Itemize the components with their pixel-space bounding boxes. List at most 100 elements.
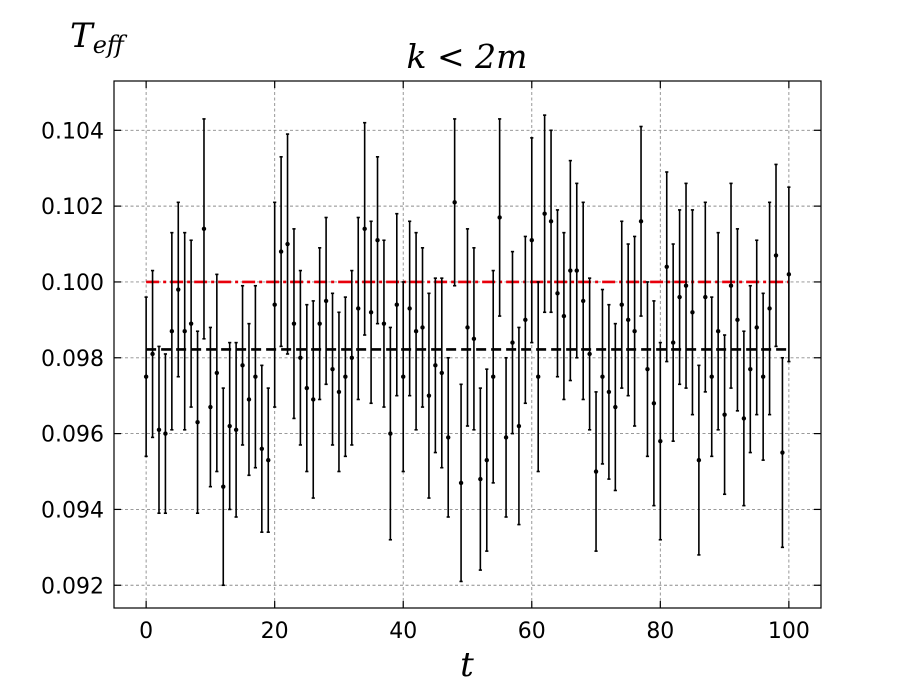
data-point-42: [413, 231, 419, 431]
y-tick-label: 0.098: [41, 347, 104, 372]
data-marker: [375, 238, 380, 243]
data-marker: [722, 412, 727, 417]
data-marker: [690, 310, 695, 315]
data-marker: [381, 321, 387, 326]
plot-frame: [113, 80, 822, 609]
data-point-68: [580, 201, 586, 401]
x-tick-label: 20: [261, 619, 289, 644]
data-point-71: [600, 288, 605, 465]
data-marker: [735, 317, 740, 323]
data-point-93: [741, 330, 747, 507]
data-marker: [413, 329, 419, 334]
data-point-85: [690, 209, 695, 416]
data-point-95: [754, 239, 759, 416]
data-point-4: [169, 231, 175, 431]
data-point-70: [593, 391, 599, 552]
data-marker: [298, 355, 303, 360]
data-marker: [548, 219, 554, 224]
data-point-24: [298, 269, 303, 446]
data-marker: [266, 457, 271, 463]
data-marker: [433, 363, 438, 368]
data-marker: [368, 310, 374, 315]
data-point-91: [728, 182, 734, 389]
data-marker: [568, 268, 573, 273]
data-marker: [780, 450, 785, 455]
y-axis-label: Teff: [70, 16, 128, 59]
data-point-74: [619, 220, 624, 389]
data-marker: [529, 238, 534, 243]
data-point-89: [715, 231, 721, 431]
data-marker: [767, 306, 772, 311]
data-marker: [259, 446, 265, 451]
data-point-51: [471, 247, 477, 431]
data-marker: [439, 370, 444, 376]
chart-title: k < 2m: [407, 37, 528, 76]
data-point-1: [150, 269, 155, 439]
data-marker: [728, 283, 734, 288]
data-point-5: [176, 201, 181, 378]
data-marker: [523, 317, 528, 323]
data-marker: [150, 351, 155, 357]
data-marker: [343, 374, 348, 379]
data-point-17: [253, 284, 258, 469]
data-point-28: [323, 216, 329, 386]
data-point-55: [497, 118, 502, 317]
axis-ticks: 0 20 40 60 80 100 0.092 0.094 0.096 0.098 0.100 0.1…: [41, 81, 821, 644]
data-marker: [606, 389, 612, 395]
data-point-88: [709, 296, 714, 458]
data-point-2: [156, 345, 162, 515]
x-tick-label: 0: [139, 619, 153, 644]
data-point-14: [233, 341, 239, 518]
data-point-86: [696, 364, 702, 556]
data-marker: [703, 294, 708, 300]
data-series: [143, 114, 792, 587]
data-marker: [580, 298, 586, 304]
data-marker: [182, 329, 187, 334]
data-marker: [760, 374, 766, 379]
data-marker: [446, 435, 451, 440]
data-point-77: [638, 125, 644, 317]
data-marker: [645, 366, 650, 372]
data-marker: [214, 370, 220, 376]
data-marker: [452, 200, 457, 205]
data-point-63: [548, 129, 554, 314]
x-tick-label: 100: [768, 619, 810, 644]
data-point-19: [266, 387, 271, 533]
data-point-12: [221, 387, 226, 587]
data-marker: [632, 329, 637, 334]
data-marker: [478, 476, 483, 482]
data-point-72: [606, 303, 612, 480]
data-marker: [188, 321, 194, 326]
data-point-9: [201, 118, 207, 340]
data-point-40: [401, 281, 406, 473]
data-marker: [587, 351, 592, 357]
data-marker: [388, 431, 393, 436]
y-tick-label: 0.104: [41, 119, 104, 144]
x-tick-label: 80: [646, 619, 674, 644]
data-point-78: [645, 281, 650, 458]
data-point-26: [311, 300, 316, 499]
data-marker: [773, 253, 779, 258]
data-marker: [272, 302, 277, 307]
data-point-66: [568, 159, 573, 382]
data-marker: [233, 427, 239, 433]
data-marker: [574, 268, 579, 273]
data-marker: [356, 306, 361, 311]
data-point-0: [143, 296, 149, 458]
data-marker: [240, 363, 245, 368]
data-point-23: [291, 228, 297, 420]
data-marker: [420, 325, 425, 330]
data-point-76: [632, 235, 637, 427]
data-marker: [510, 340, 515, 345]
data-marker: [664, 264, 669, 269]
data-point-59: [523, 235, 528, 405]
data-point-52: [478, 387, 483, 571]
x-tick-label: 40: [389, 619, 417, 644]
data-point-56: [503, 356, 509, 518]
data-marker: [516, 423, 522, 429]
data-marker: [593, 469, 599, 474]
data-point-50: [465, 228, 470, 427]
data-marker: [613, 404, 618, 410]
data-point-22: [285, 133, 290, 355]
data-marker: [394, 302, 399, 307]
